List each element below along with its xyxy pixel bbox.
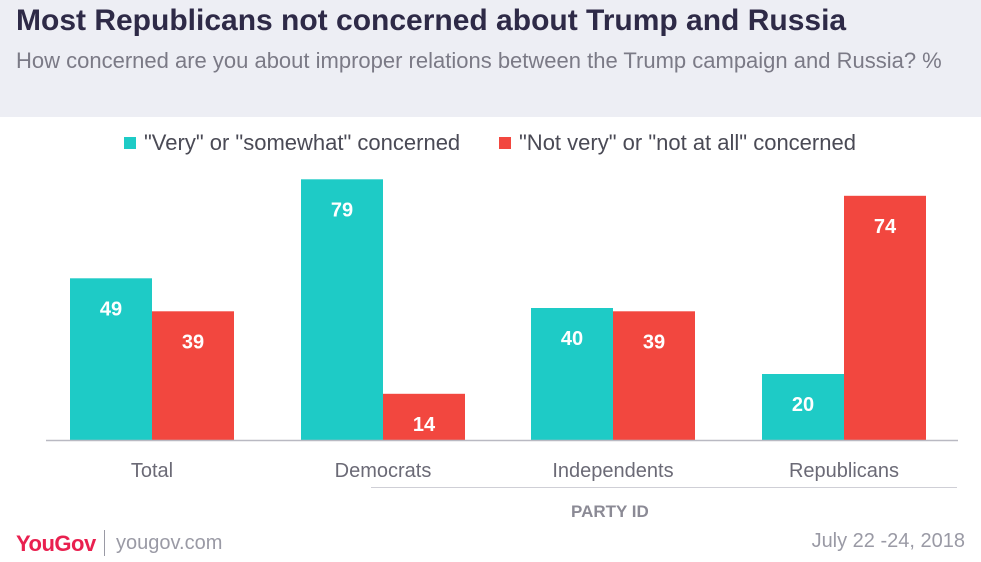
footer-divider	[104, 530, 105, 556]
bar-democrats-not-concerned	[383, 393, 465, 440]
legend-item-not-concerned: "Not very" or "not at all" concerned	[499, 130, 856, 156]
legend-label-not-concerned: "Not very" or "not at all" concerned	[519, 130, 856, 155]
footer-site: yougov.com	[116, 532, 223, 554]
bar-total-not-concerned	[152, 311, 234, 440]
legend-swatch-not-concerned	[499, 137, 511, 149]
data-label-democrats-concerned: 79	[331, 199, 353, 221]
bar-republicans-concerned	[762, 374, 844, 440]
bar-chart: 49 39 Total 79 14 Democrats 40 39 Independents 20…	[46, 179, 958, 482]
header-band: Most Republicans not concerned about Tru…	[0, 0, 981, 117]
data-label-republicans-not-concerned: 74	[874, 216, 897, 238]
tick-label-total: Total	[131, 460, 173, 482]
bar-democrats-concerned	[301, 179, 383, 441]
legend-item-concerned: "Very" or "somewhat" concerned	[124, 130, 460, 156]
tick-label-democrats: Democrats	[335, 460, 432, 482]
footer-date: July 22 -24, 2018	[811, 530, 965, 552]
bar-republicans-not-concerned	[844, 195, 926, 440]
bar-total-concerned	[70, 278, 152, 440]
tick-label-independents: Independents	[552, 460, 673, 482]
party-id-label: PARTY ID	[571, 502, 649, 521]
bar-independents-concerned	[531, 308, 613, 440]
data-label-democrats-not-concerned: 14	[413, 414, 436, 436]
legend-label-concerned: "Very" or "somewhat" concerned	[144, 130, 461, 155]
data-label-republicans-concerned: 20	[792, 394, 814, 416]
data-label-independents-not-concerned: 39	[643, 331, 665, 353]
legend-swatch-concerned	[124, 137, 136, 149]
tick-label-republicans: Republicans	[789, 460, 899, 482]
party-id-bracket-line	[371, 487, 957, 488]
chart-title: Most Republicans not concerned about Tru…	[16, 4, 847, 37]
chart-subtitle: How concerned are you about improper rel…	[16, 48, 942, 73]
yougov-logo: YouGov	[16, 531, 96, 556]
bar-independents-not-concerned	[613, 311, 695, 440]
data-label-independents-concerned: 40	[561, 328, 583, 350]
data-label-total-concerned: 49	[100, 298, 122, 320]
legend: "Very" or "somewhat" concerned "Not very…	[0, 130, 981, 160]
data-label-total-not-concerned: 39	[182, 331, 204, 353]
